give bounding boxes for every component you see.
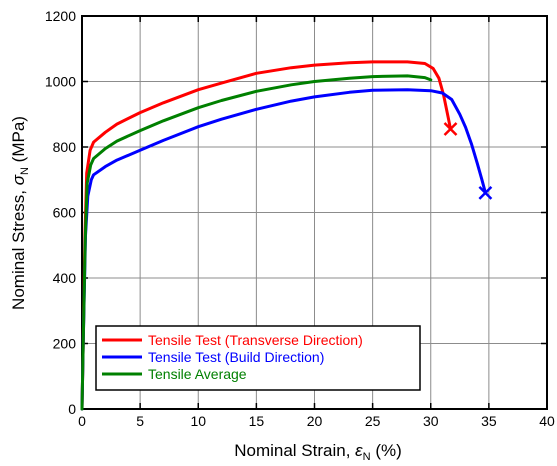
series-line-build xyxy=(80,88,487,411)
legend-label-transverse: Tensile Test (Transverse Direction) xyxy=(148,332,363,348)
x-tick-label: 5 xyxy=(136,413,144,429)
fracture-x-marker xyxy=(478,185,493,200)
x-tick-label: 10 xyxy=(190,413,206,429)
legend-box xyxy=(95,325,421,391)
legend-label-average: Tensile Average xyxy=(148,366,247,382)
grid-lines xyxy=(82,16,547,409)
series-line-average xyxy=(80,74,433,411)
y-tick-label: 1200 xyxy=(45,8,76,24)
y-tick-label: 400 xyxy=(53,270,77,286)
x-tick-label: 40 xyxy=(539,413,555,429)
fracture-x-marker xyxy=(443,122,458,136)
y-tick-label: 600 xyxy=(53,205,77,221)
y-tick-label: 200 xyxy=(53,336,77,352)
y-axis-label: Nominal Stress, σN (MPa) xyxy=(9,116,31,310)
legend: Tensile Test (Transverse Direction) Tens… xyxy=(95,325,421,391)
y-tick-label: 0 xyxy=(68,401,76,417)
x-tick-label: 25 xyxy=(365,413,381,429)
legend-label-build: Tensile Test (Build Direction) xyxy=(148,349,324,365)
series-line-transverse xyxy=(80,60,452,411)
y-tick-label: 1000 xyxy=(45,74,76,90)
x-tick-label: 30 xyxy=(423,413,439,429)
x-tick-label: 35 xyxy=(481,413,497,429)
x-tick-label: 0 xyxy=(78,413,86,429)
x-tick-label: 15 xyxy=(249,413,265,429)
x-tick-label: 20 xyxy=(307,413,323,429)
series-lines xyxy=(80,60,493,411)
y-tick-label: 800 xyxy=(53,139,77,155)
x-axis-label: Nominal Strain, εN (%) xyxy=(234,441,402,463)
